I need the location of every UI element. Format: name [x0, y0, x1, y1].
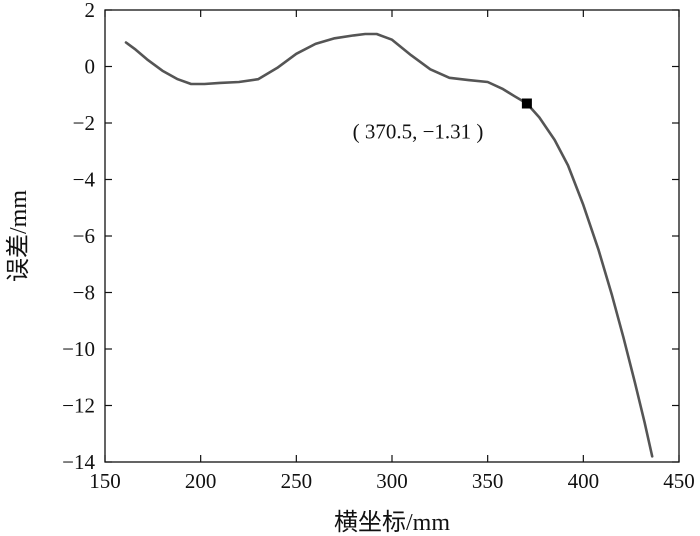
point-annotation: ( 370.5, −1.31 ): [353, 120, 484, 144]
x-tick-label: 250: [281, 469, 313, 493]
x-tick-label: 300: [376, 469, 408, 493]
x-tick-label: 450: [663, 469, 695, 493]
x-tick-label: 150: [89, 469, 121, 493]
x-tick-label: 350: [472, 469, 504, 493]
x-tick-label: 200: [185, 469, 217, 493]
y-tick-label: 2: [85, 0, 96, 22]
y-tick-label: −2: [73, 111, 95, 135]
y-tick-label: −4: [73, 168, 96, 192]
y-tick-label: −6: [73, 224, 95, 248]
x-tick-label: 400: [568, 469, 600, 493]
y-axis-label: 误差/mm: [5, 190, 32, 282]
axis-ticks: 150 200 250 300 350 400 450 2 0 −2 −4 −6 −8 −10 −12 −14: [62, 0, 695, 493]
data-point-marker: [521, 98, 532, 109]
y-tick-label: −10: [62, 337, 95, 361]
y-tick-label: −14: [62, 450, 95, 474]
y-tick-label: 0: [85, 55, 96, 79]
y-tick-label: −12: [62, 394, 95, 418]
plot-marks: [124, 32, 654, 458]
y-tick-label: −8: [73, 281, 95, 305]
error-curve: [124, 32, 654, 458]
x-axis-label: 横坐标/mm: [334, 509, 450, 536]
